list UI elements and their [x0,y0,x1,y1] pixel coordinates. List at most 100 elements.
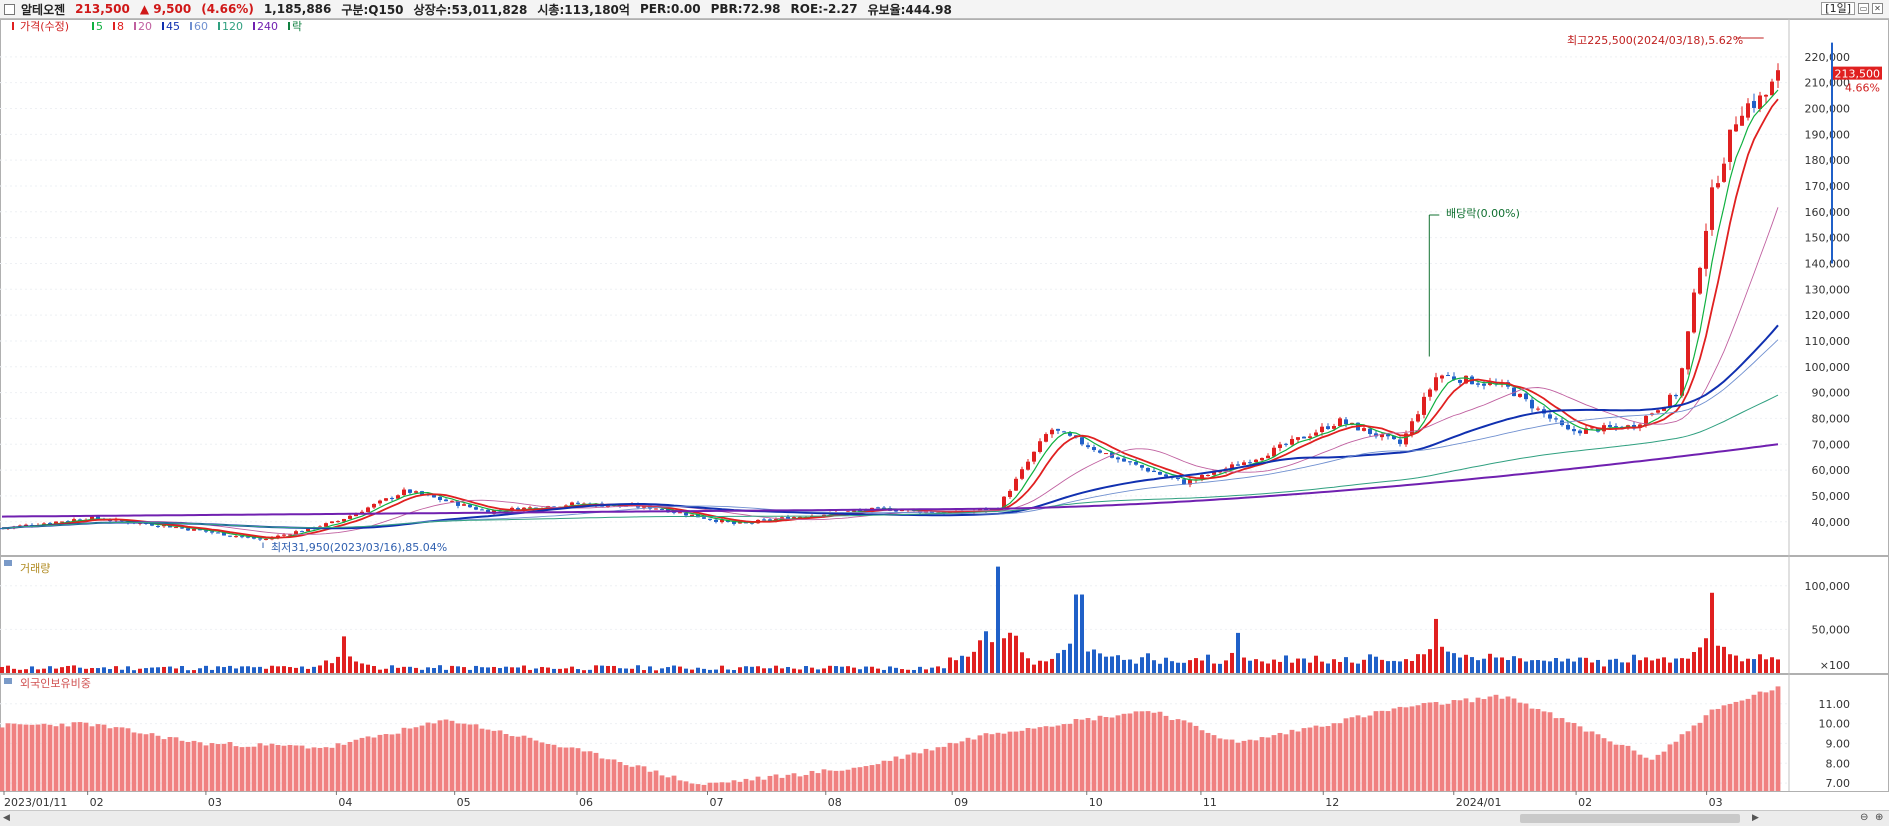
foreign-bar [323,747,329,791]
price-candle [366,507,370,513]
price-candle [1122,458,1126,462]
price-change-pct: (4.66%) [201,2,254,16]
volume-bar [1206,654,1210,673]
foreign-bar [977,735,983,791]
scroll-thumb[interactable] [1520,814,1740,823]
price-candle [1008,490,1012,497]
select-checkbox[interactable] [4,3,15,15]
price-candle [1548,414,1552,419]
foreign-bar [1751,694,1757,791]
scroll-right-icon[interactable]: ▶ [1752,813,1759,823]
volume-bar [834,666,838,673]
price-candle [1452,376,1456,380]
foreign-bar [119,727,125,791]
price-candle [1248,462,1252,464]
volume-bar [732,670,736,673]
price-candle [1080,437,1084,445]
volume-bar [180,666,184,673]
price-candle [1458,379,1462,383]
ma120-line [1,394,1779,529]
foreign-bar [1757,691,1763,791]
foreign-bar [749,780,755,791]
foreign-bar [629,766,635,791]
price-candle [882,507,886,509]
foreign-bar [707,782,713,791]
volume-bar [390,665,394,673]
price-candle [60,521,64,523]
volume-bar [426,667,430,673]
volume-bar [216,666,220,673]
volume-bar [348,656,352,673]
foreign-bar [1559,718,1565,791]
foreign-bar [821,769,827,791]
foreign-bar [455,723,461,791]
volume-bar [690,669,694,673]
price-candle [390,497,394,499]
volume-bar [1776,659,1780,673]
stock-chart[interactable]: 40,000 50,000 60,000 70,000 80,000 90,000 100,… [0,19,1889,810]
foreign-bar [317,747,323,791]
price-tick-label: 50,000 [1812,490,1851,503]
maximize-icon[interactable]: ▭ [1858,3,1869,14]
foreign-bar [737,781,743,791]
x-tick-label: 11 [1203,796,1217,809]
foreign-bar [1007,731,1013,791]
period-button[interactable]: [1일] [1821,2,1855,15]
price-candle [1164,474,1168,477]
volume-bar [336,656,340,673]
price-candle [300,531,304,533]
scroll-left-icon[interactable]: ◀ [3,813,10,823]
foreign-bar [437,720,443,791]
zoom-out-icon[interactable]: ⊖ [1860,812,1869,823]
volume-bar [768,668,772,673]
price-candle [1512,387,1516,397]
close-icon[interactable]: ✕ [1872,3,1883,14]
foreign-bar [953,743,959,791]
volume-bar [438,665,442,673]
price-candle [0,528,4,530]
foreign-bar [719,782,725,791]
volume-bar [1488,653,1492,673]
horizontal-scrollbar[interactable]: ◀ ▶ ⊖ ⊕ [0,810,1889,826]
foreign-bar [131,732,137,791]
price-tick-label: 170,000 [1805,180,1851,193]
foreign-bar [1073,718,1079,791]
foreign-tick-label: 11.00 [1819,698,1851,711]
foreign-bar [797,776,803,791]
price-candle [1434,377,1438,391]
volume-bar [330,663,334,673]
x-tick-label: 05 [457,796,471,809]
volume-bar [522,665,526,673]
foreign-bar [23,724,29,791]
volume-bar [1638,660,1642,673]
foreign-bar [269,743,275,791]
price-candle [1032,451,1036,462]
volume-bar [726,669,730,673]
price-candle [330,521,334,524]
price-candle [1416,414,1420,422]
volume-bar [84,668,88,673]
foreign-bar [1097,715,1103,791]
foreign-bar [701,784,707,791]
price-tick-label: 80,000 [1812,412,1851,425]
volume-bar [1116,655,1120,673]
foreign-bar [731,780,737,791]
price-candle [342,518,346,522]
volume-bar [1428,649,1432,673]
foreign-bar [995,732,1001,791]
volume-bar [1356,663,1360,673]
volume-bar [564,668,568,673]
foreign-bar [1241,740,1247,791]
market-type: 구분:Q150 [341,2,404,17]
price-candle [1098,450,1102,453]
price-candle [1254,459,1258,463]
volume-bar [282,666,286,673]
volume-bar [894,667,898,673]
volume-bar [618,668,622,673]
foreign-bar [965,737,971,791]
price-candle [306,527,310,532]
zoom-in-icon[interactable]: ⊕ [1875,812,1884,823]
volume-bar [510,667,514,673]
foreign-bar [365,736,371,791]
foreign-bar [1025,728,1031,791]
